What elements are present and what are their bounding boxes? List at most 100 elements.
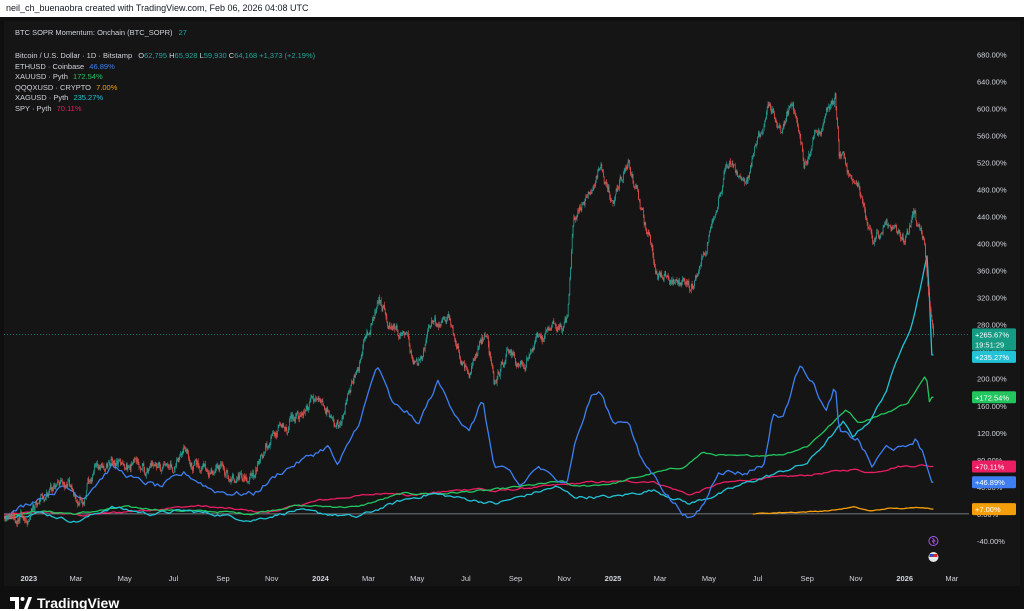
btc-candle-body xyxy=(561,327,562,331)
btc-candle-body xyxy=(164,464,165,465)
btc-candle-body xyxy=(54,485,55,486)
y-tick-label: 680.00% xyxy=(977,51,1007,60)
btc-candle-body xyxy=(118,461,119,464)
btc-candle-body xyxy=(759,133,760,135)
btc-candle-body xyxy=(177,459,178,461)
btc-candle-body xyxy=(920,225,921,229)
btc-candle-body xyxy=(558,327,559,330)
btc-candle-body xyxy=(744,180,745,181)
btc-candle-body xyxy=(307,406,308,409)
btc-candle-body xyxy=(618,187,619,188)
btc-candle-body xyxy=(150,463,151,467)
btc-candle-body xyxy=(178,459,179,462)
btc-candle-body xyxy=(637,187,638,191)
btc-candle-body xyxy=(191,463,192,467)
btc-candle-body xyxy=(543,339,544,341)
btc-candle-body xyxy=(80,498,81,500)
y-tick-label: 360.00% xyxy=(977,267,1007,276)
btc-candle-body xyxy=(692,284,693,286)
btc-candle-body xyxy=(531,350,532,351)
btc-candle-body xyxy=(152,462,153,465)
btc-candle-body xyxy=(110,464,111,465)
btc-candle-body xyxy=(523,365,524,366)
btc-candle-body xyxy=(556,326,557,331)
btc-candle-body xyxy=(319,398,320,400)
btc-candle-body xyxy=(101,464,102,467)
indicator-legend[interactable]: BTC SOPR Momentum: Onchain (BTC_SOPR) 27 xyxy=(15,28,187,37)
btc-candle-body xyxy=(684,278,685,280)
btc-candle-body xyxy=(228,476,229,479)
btc-candle-body xyxy=(720,194,721,195)
btc-candle-body xyxy=(86,490,87,497)
main-symbol-row[interactable]: Bitcoin / U.S. Dollar · 1D · Bitstamp O6… xyxy=(15,51,315,62)
price-tag-label: +70.11% xyxy=(975,463,1005,472)
legend-row-eth[interactable]: ETHUSD · Coinbase 46.89% xyxy=(15,62,315,73)
btc-candle-body xyxy=(451,325,452,326)
btc-candle-body xyxy=(549,329,550,331)
btc-candle-body xyxy=(175,467,176,469)
legend-row-xau[interactable]: XAUUSD · Pyth 172.54% xyxy=(15,72,315,83)
btc-candle-body xyxy=(120,460,121,461)
chart-area[interactable]: -40.00%0.00%40.00%80.00%120.00%160.00%20… xyxy=(4,21,1020,586)
btc-candle-body xyxy=(97,463,98,466)
btc-candle-body xyxy=(442,317,443,320)
btc-candle-body xyxy=(440,324,441,326)
flag-canton xyxy=(929,554,933,557)
legend-row-qqqx[interactable]: QQQXUSD · CRYPTO 7.00% xyxy=(15,83,315,94)
btc-candle-body xyxy=(689,286,690,290)
btc-candle-body xyxy=(794,111,795,113)
btc-candle-body xyxy=(872,232,873,238)
btc-candle-body xyxy=(652,245,653,248)
btc-candle-body xyxy=(136,458,137,462)
btc-candle-body xyxy=(423,349,424,357)
btc-candle-body xyxy=(697,276,698,277)
btc-candle-body xyxy=(538,335,539,337)
btc-candle-body xyxy=(374,317,375,318)
btc-candle-body xyxy=(640,201,641,209)
btc-candle-body xyxy=(634,187,635,188)
btc-candle-body xyxy=(462,364,463,366)
btc-candle-body xyxy=(504,363,505,367)
btc-candle-body xyxy=(739,176,740,177)
btc-candle-body xyxy=(327,408,328,414)
legend-row-spy[interactable]: SPY · Pyth 70.11% xyxy=(15,104,315,115)
btc-candle-body xyxy=(452,326,453,329)
btc-candle-body xyxy=(756,142,757,146)
btc-candle-body xyxy=(287,430,288,433)
btc-candle-body xyxy=(313,396,314,401)
price-tag-label: +235.27% xyxy=(975,353,1009,362)
btc-candle-body xyxy=(497,378,498,383)
btc-candle-body xyxy=(811,150,812,155)
series-legend[interactable]: Bitcoin / U.S. Dollar · 1D · Bitstamp O6… xyxy=(15,51,315,114)
btc-candle-body xyxy=(658,274,659,279)
btc-candle-body xyxy=(67,485,68,487)
btc-candle-body xyxy=(142,466,143,470)
btc-candle-body xyxy=(570,268,571,278)
btc-candle-body xyxy=(380,300,381,303)
btc-candle-body xyxy=(355,374,356,376)
btc-candle-body xyxy=(877,232,878,233)
btc-candle-body xyxy=(344,413,345,415)
btc-candle-body xyxy=(235,482,236,483)
btc-candle-body xyxy=(448,314,449,316)
btc-candle-body xyxy=(262,456,263,457)
btc-candle-body xyxy=(294,419,295,421)
btc-candle-body xyxy=(34,507,35,508)
btc-candle-body xyxy=(662,278,663,280)
btc-candle-body xyxy=(544,339,545,340)
btc-candle-body xyxy=(520,364,521,365)
legend-row-xag[interactable]: XAGUSD · Pyth 235.27% xyxy=(15,93,315,104)
btc-candle-body xyxy=(80,498,81,504)
btc-candle-body xyxy=(278,427,279,432)
btc-candle-body xyxy=(368,334,369,335)
btc-candle-body xyxy=(802,144,803,151)
btc-candle-body xyxy=(552,324,553,328)
btc-candle-body xyxy=(767,108,768,113)
price-tag-label: +265.67% xyxy=(975,330,1009,339)
btc-candle-body xyxy=(717,210,718,212)
btc-candle-body xyxy=(367,332,368,335)
btc-candle-body xyxy=(597,176,598,177)
btc-candle-body xyxy=(669,277,670,280)
btc-candle-body xyxy=(314,401,315,402)
btc-candle-body xyxy=(48,493,49,495)
